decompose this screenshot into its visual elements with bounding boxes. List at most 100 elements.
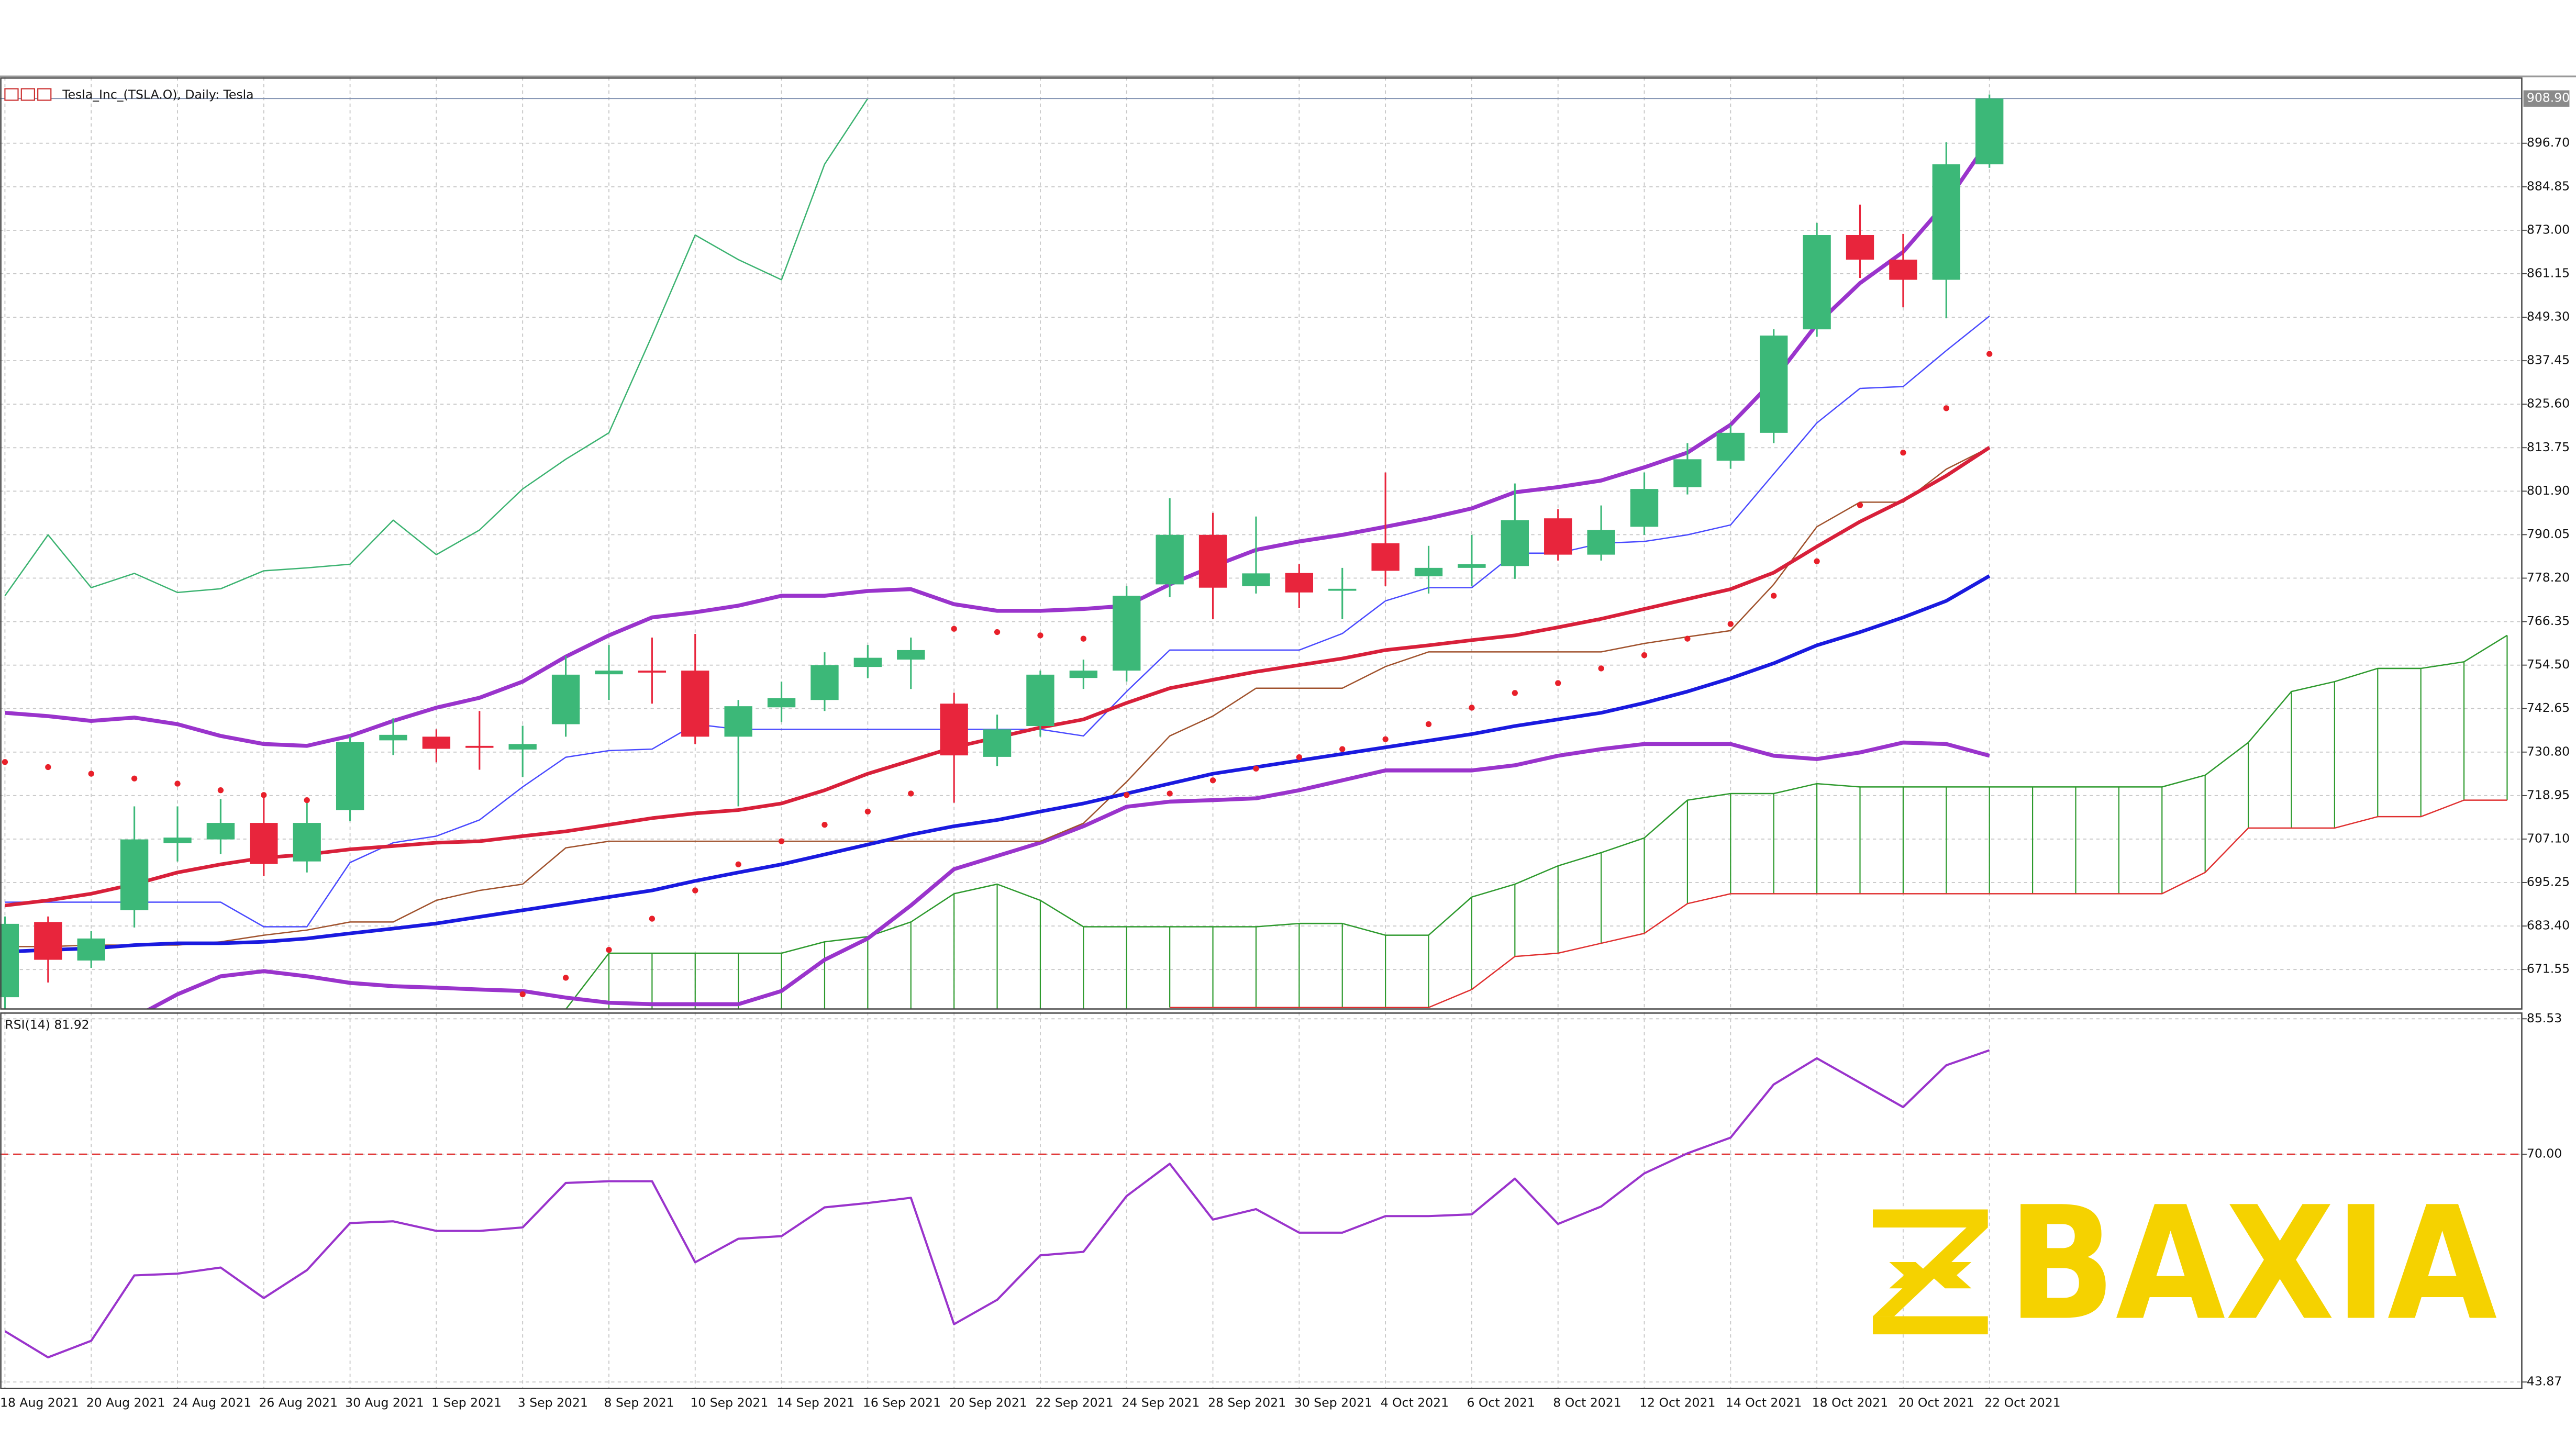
sar-dot bbox=[88, 771, 94, 777]
y-tick-label: 766.35 bbox=[2527, 613, 2570, 628]
sar-dot bbox=[1469, 705, 1475, 711]
sar-dot bbox=[1943, 405, 1949, 411]
candle-body bbox=[853, 657, 882, 667]
candle-body bbox=[1975, 98, 2004, 164]
y-tick-label: 695.25 bbox=[2527, 875, 2570, 889]
sar-dot bbox=[1124, 792, 1130, 798]
x-tick-label: 30 Sep 2021 bbox=[1294, 1395, 1372, 1410]
candle-body bbox=[1803, 235, 1831, 330]
x-tick-label: 28 Sep 2021 bbox=[1208, 1395, 1286, 1410]
chart-title: Tesla_Inc_(TSLA.O), Daily: Tesla bbox=[62, 87, 253, 102]
line-series bbox=[4, 98, 869, 596]
line-series bbox=[1170, 799, 2507, 1008]
line-series bbox=[565, 634, 2508, 1009]
y-tick-label: 754.50 bbox=[2527, 657, 2570, 672]
sar-dot bbox=[908, 790, 914, 797]
x-tick-label: 14 Oct 2021 bbox=[1726, 1395, 1802, 1410]
candle-body bbox=[595, 671, 623, 675]
sar-dot bbox=[951, 626, 957, 632]
candle-body bbox=[34, 922, 62, 960]
y-tick-label: 707.10 bbox=[2527, 831, 2570, 845]
y-tick-label: 884.85 bbox=[2527, 178, 2570, 193]
x-tick-label: 30 Aug 2021 bbox=[345, 1395, 424, 1410]
last-price-label: 908.90 bbox=[2527, 91, 2570, 105]
x-tick-label: 3 Sep 2021 bbox=[518, 1395, 588, 1410]
price-frame bbox=[0, 77, 2523, 1010]
y-tick-label: 742.65 bbox=[2527, 700, 2570, 715]
y-tick-label: 825.60 bbox=[2527, 396, 2570, 411]
candle-body bbox=[767, 698, 796, 708]
axes: 896.70 884.85 873.00 861.15 849.30 837.45 825.… bbox=[0, 77, 2570, 1410]
x-tick-label: 8 Oct 2021 bbox=[1553, 1395, 1621, 1410]
candle-body bbox=[1716, 432, 1745, 461]
rsi-panel bbox=[0, 1049, 2522, 1359]
candle-body bbox=[1673, 459, 1702, 487]
sar-dot bbox=[1296, 754, 1302, 761]
y-tick-label: 837.45 bbox=[2527, 353, 2570, 367]
price-panel bbox=[0, 94, 2522, 1009]
x-tick-label: 26 Aug 2021 bbox=[259, 1395, 338, 1410]
candle-body bbox=[983, 729, 1012, 757]
sar-dot bbox=[1684, 635, 1691, 642]
y-tick-label: 730.80 bbox=[2527, 744, 2570, 758]
sar-dot bbox=[304, 797, 310, 803]
x-tick-label: 20 Aug 2021 bbox=[86, 1395, 165, 1410]
candle-body bbox=[940, 704, 968, 756]
candle-body bbox=[0, 923, 19, 998]
sar-dot bbox=[261, 792, 267, 798]
sar-dot bbox=[217, 787, 224, 794]
sar-dot bbox=[735, 861, 741, 867]
sar-dot bbox=[45, 764, 51, 771]
line-series bbox=[146, 740, 1990, 1009]
sar-dot bbox=[1598, 665, 1604, 672]
y-tick-label: 813.75 bbox=[2527, 440, 2570, 454]
candle-body bbox=[681, 671, 709, 737]
candle-body bbox=[1113, 596, 1141, 671]
candle-body bbox=[77, 938, 105, 961]
y-tick-label: 43.87 bbox=[2527, 1374, 2562, 1389]
sar-dot bbox=[1080, 635, 1086, 642]
candle-body bbox=[1501, 520, 1529, 566]
sar-dot bbox=[1555, 680, 1561, 686]
candle-body bbox=[293, 823, 321, 862]
sar-dot bbox=[778, 838, 785, 844]
candle-body bbox=[1156, 534, 1184, 585]
x-tick-label: 20 Sep 2021 bbox=[949, 1395, 1027, 1410]
candle-body bbox=[120, 839, 149, 910]
line-series bbox=[5, 138, 1991, 748]
y-tick-label: 849.30 bbox=[2527, 309, 2570, 324]
x-tick-label: 12 Oct 2021 bbox=[1639, 1395, 1715, 1410]
line-series bbox=[5, 574, 1991, 954]
sar-dot bbox=[1727, 621, 1734, 627]
y-tick-label: 896.70 bbox=[2527, 135, 2570, 150]
candle-body bbox=[1630, 489, 1659, 527]
candle-body bbox=[379, 734, 407, 741]
candle-body bbox=[508, 744, 537, 750]
candle-body bbox=[1069, 671, 1098, 678]
sar-dot bbox=[1857, 502, 1863, 508]
candle-body bbox=[465, 745, 494, 748]
x-tick-label: 24 Aug 2021 bbox=[173, 1395, 252, 1410]
candle-body bbox=[1414, 567, 1443, 576]
candle-body bbox=[422, 736, 451, 749]
candle-body bbox=[1198, 534, 1227, 588]
candle-body bbox=[1932, 164, 1960, 280]
candle-body bbox=[551, 674, 580, 724]
sar-dot bbox=[131, 775, 138, 782]
candle-body bbox=[897, 650, 925, 660]
candle-body bbox=[336, 742, 364, 810]
candle-body bbox=[724, 706, 752, 737]
sar-dot bbox=[1339, 746, 1346, 752]
candle-body bbox=[810, 665, 839, 700]
y-tick-label: 85.53 bbox=[2527, 1011, 2562, 1025]
candle-body bbox=[1458, 564, 1486, 568]
x-tick-label: 20 Oct 2021 bbox=[1898, 1395, 1974, 1410]
y-tick-label: 801.90 bbox=[2527, 483, 2570, 498]
sar-dot bbox=[1167, 790, 1173, 797]
sar-dot bbox=[1209, 777, 1216, 784]
sar-dot bbox=[606, 947, 612, 953]
x-tick-label: 22 Sep 2021 bbox=[1036, 1395, 1114, 1410]
y-tick-label: 790.05 bbox=[2527, 527, 2570, 541]
